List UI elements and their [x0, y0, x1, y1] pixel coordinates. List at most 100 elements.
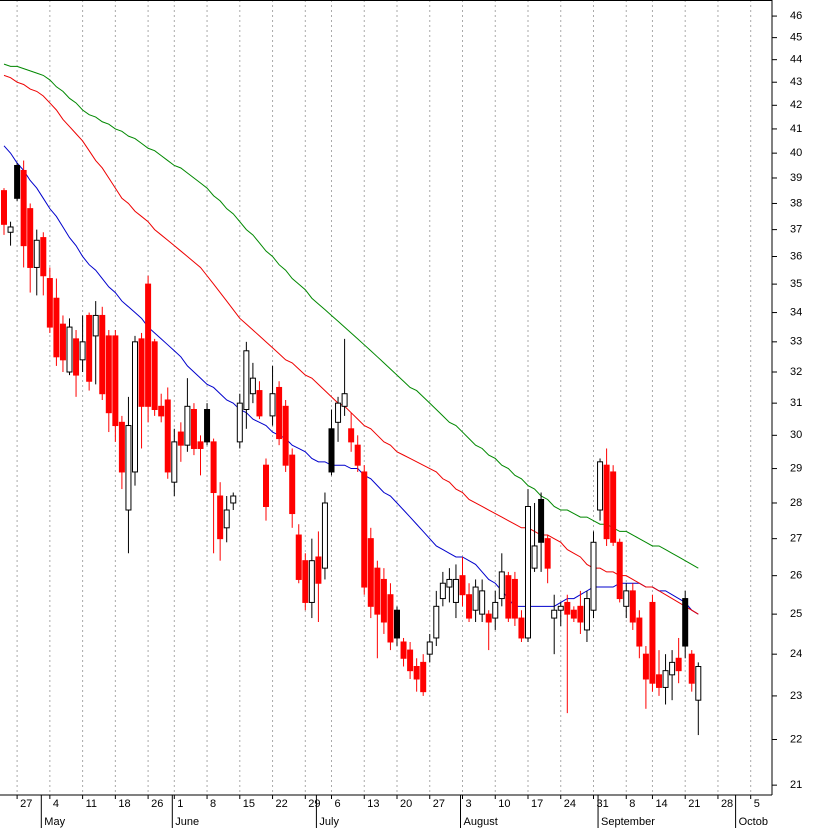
y-tick-label: 26: [790, 570, 802, 582]
y-tick-label: 45: [790, 32, 802, 44]
month-label: August: [464, 816, 498, 828]
y-tick-label: 34: [790, 306, 802, 318]
x-tick-label: 8: [629, 798, 635, 810]
candle-body: [407, 649, 414, 672]
candle-body: [583, 598, 590, 631]
y-tick-label: 27: [790, 533, 802, 545]
y-tick-label: 38: [790, 197, 802, 209]
candle-body: [485, 613, 492, 623]
candle-body: [269, 393, 276, 417]
candle-body: [27, 208, 34, 268]
candle-body: [315, 556, 322, 584]
candle-body: [40, 237, 47, 277]
x-tick-label: 14: [655, 798, 667, 810]
candle-body: [33, 239, 40, 268]
candle-body: [413, 666, 420, 680]
candle-body: [472, 586, 479, 611]
candle-body: [433, 605, 440, 639]
x-tick-label: 27: [433, 798, 445, 810]
y-tick-label: 43: [790, 76, 802, 88]
candle-body: [629, 590, 636, 623]
candle-body: [138, 338, 145, 407]
candle-body: [210, 441, 217, 494]
candle-body: [466, 594, 473, 619]
candle-body: [426, 641, 433, 655]
candle-body: [53, 297, 60, 358]
candle-body: [577, 605, 584, 623]
candle-body: [505, 575, 512, 619]
candle-body: [446, 578, 453, 588]
candle-body: [282, 405, 289, 466]
y-tick-label: 36: [790, 250, 802, 262]
candle-body: [498, 571, 505, 600]
candle-body: [145, 283, 152, 407]
x-tick-label: 27: [20, 798, 32, 810]
candle-body: [328, 428, 335, 473]
candle-body: [249, 377, 256, 395]
candle-body: [538, 498, 545, 543]
candle-body: [564, 601, 571, 615]
candle-body: [649, 601, 656, 684]
moving-average: [3, 145, 699, 615]
candle-body: [669, 661, 676, 676]
candle-body: [112, 335, 119, 427]
candle-body: [354, 444, 361, 466]
x-tick-label: 10: [498, 798, 510, 810]
x-tick-label: 4: [53, 798, 59, 810]
candle-body: [525, 505, 531, 639]
candle-body: [341, 393, 348, 407]
candle-body: [459, 575, 466, 596]
candle-body: [20, 169, 27, 247]
candle-body: [197, 441, 204, 449]
candle-body: [92, 314, 99, 337]
candle-body: [276, 386, 283, 440]
candle-body: [636, 617, 643, 647]
x-tick-label: 18: [118, 798, 130, 810]
candle-body: [158, 405, 165, 417]
candle-body: [236, 402, 243, 443]
moving-average: [3, 74, 699, 615]
candle-body: [14, 164, 21, 199]
candle-body: [695, 666, 702, 701]
x-tick-label: 26: [151, 798, 163, 810]
candle-body: [295, 534, 302, 580]
candle-body: [367, 538, 374, 607]
candle-body: [603, 464, 610, 540]
candle-body: [99, 314, 106, 395]
candle-body: [177, 431, 184, 446]
month-label: Octob: [739, 816, 768, 828]
candle-body: [610, 471, 617, 543]
candle-body: [479, 590, 486, 615]
candle-body: [361, 471, 368, 588]
candle-body: [256, 390, 263, 417]
x-tick-label: 1: [177, 798, 183, 810]
x-tick-label: 28: [721, 798, 733, 810]
candle-body: [164, 399, 171, 473]
candle-body: [190, 409, 197, 449]
candle-body: [531, 545, 538, 569]
candle-body: [79, 341, 86, 361]
candle-body: [243, 350, 250, 411]
candle-body: [217, 495, 224, 540]
y-tick-label: 28: [790, 497, 802, 509]
moving-average: [3, 63, 699, 569]
candle-body: [204, 409, 211, 443]
candle-body: [46, 278, 53, 328]
y-tick-label: 22: [790, 733, 802, 745]
candle-body: [1, 190, 7, 225]
x-tick-label: 31: [597, 798, 609, 810]
candle-body: [623, 590, 630, 607]
y-tick-label: 24: [790, 648, 802, 660]
candle-body: [557, 605, 564, 611]
y-tick-label: 44: [790, 54, 802, 66]
candle-body: [570, 609, 577, 619]
x-tick-label: 20: [400, 798, 412, 810]
candle-body: [171, 441, 178, 483]
candle-body: [656, 674, 662, 688]
candle-body: [125, 425, 132, 511]
candle-body: [662, 670, 669, 688]
candle-body: [597, 461, 604, 511]
candle-body: [230, 495, 237, 504]
candle-body: [132, 341, 138, 473]
